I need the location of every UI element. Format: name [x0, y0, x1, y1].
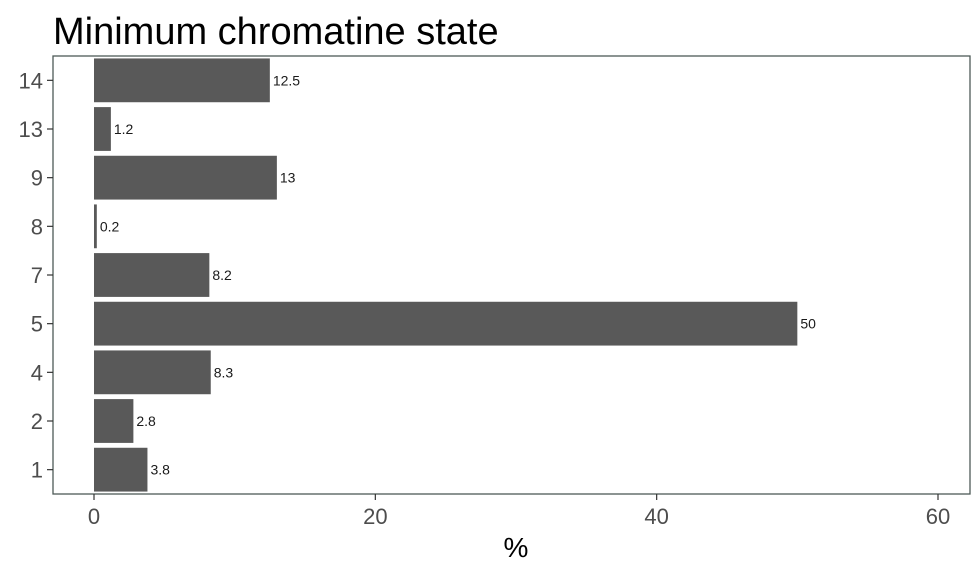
x-axis-title: %	[504, 532, 529, 561]
bar-1	[94, 447, 148, 492]
y-tick-label-9: 9	[31, 166, 43, 191]
x-axis: 0 20 40 60	[88, 494, 950, 529]
bar-7	[94, 253, 210, 297]
x-tick-label-60: 60	[926, 504, 950, 529]
y-tick-label-8: 8	[31, 214, 43, 239]
bar-8	[94, 204, 97, 249]
y-tick-label-7: 7	[31, 263, 43, 288]
bar-2	[94, 399, 134, 443]
x-tick-label-40: 40	[644, 504, 668, 529]
bar-value-label-13: 1.2	[114, 121, 134, 137]
y-tick-label-13: 13	[19, 117, 43, 142]
bar-value-label-2: 2.8	[136, 413, 156, 429]
x-tick-label-0: 0	[88, 504, 100, 529]
bar-value-label-5: 50	[800, 316, 816, 332]
bar-value-label-4: 8.3	[214, 364, 234, 380]
bars-group	[94, 58, 798, 492]
y-tick-label-5: 5	[31, 312, 43, 337]
bar-9	[94, 155, 277, 200]
y-axis: 1 2 4 5 7 8 9 13 14	[19, 68, 53, 483]
y-tick-label-2: 2	[31, 409, 43, 434]
y-tick-label-4: 4	[31, 360, 43, 385]
chart-title: Minimum chromatine state	[53, 11, 499, 53]
bar-value-label-1: 3.8	[150, 462, 170, 478]
y-tick-label-1: 1	[31, 458, 43, 483]
bar-5	[94, 301, 798, 346]
bar-value-label-7: 8.2	[212, 267, 232, 283]
bar-14	[94, 58, 270, 103]
bar-value-label-8: 0.2	[100, 218, 120, 234]
bar-13	[94, 107, 111, 151]
bar-labels-group: 3.8 2.8 8.3 50 8.2 0.2 13 1.2 12.5	[100, 72, 816, 477]
x-tick-label-20: 20	[363, 504, 387, 529]
bar-value-label-9: 13	[280, 170, 296, 186]
bar-value-label-14: 12.5	[273, 72, 300, 88]
bar-4	[94, 350, 211, 395]
y-tick-label-14: 14	[19, 68, 43, 93]
